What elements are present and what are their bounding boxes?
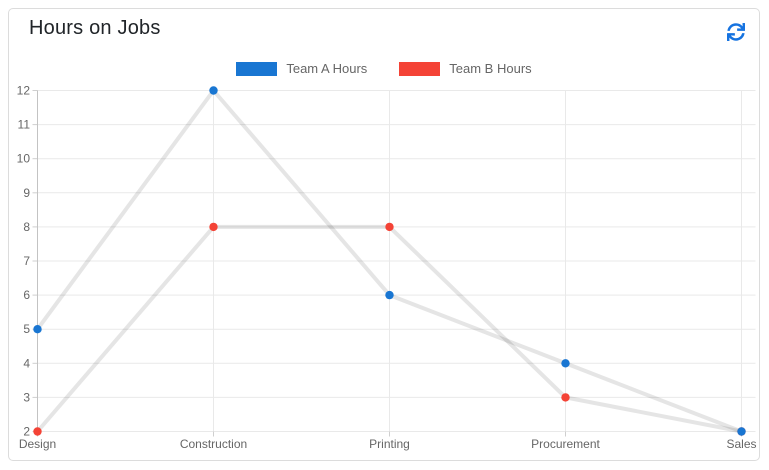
y-tick-label: 3 [23,390,30,404]
legend-item-team-b-hours[interactable]: Team B Hours [399,61,532,76]
y-tick-label: 8 [23,220,30,234]
chart-legend: Team A Hours Team B Hours [8,61,760,76]
sync-icon [727,22,745,44]
hours-on-jobs-card [8,8,760,461]
x-tick-label: Procurement [531,437,600,451]
line-chart-canvas: 2 3 4 5 6 7 8 9 10 11 12 Design Construction Printing… [17,84,757,452]
y-tick-label: 4 [23,356,30,370]
y-tick-label: 11 [18,118,31,132]
data-point-team-a-hours-design[interactable] [33,325,42,334]
x-tick-label: Printing [369,437,410,451]
y-tick-label: 12 [17,84,31,98]
y-tick-label: 2 [23,425,30,439]
y-tick-label: 6 [23,288,30,302]
y-tick-label: 5 [23,322,30,336]
legend-item-team-a-hours[interactable]: Team A Hours [236,61,367,76]
y-tick-label: 7 [23,254,30,268]
data-point-team-a-hours-printing[interactable] [385,290,394,300]
legend-swatch [399,61,441,76]
legend-label: Team B Hours [449,61,532,76]
legend-label: Team A Hours [286,61,368,76]
data-point-team-b-hours-procurement[interactable] [561,393,570,402]
legend-swatch [236,61,278,76]
refresh-button[interactable] [721,19,751,47]
data-point-team-a-hours-procurement[interactable] [561,359,570,368]
y-tick-label: 10 [17,152,31,166]
data-point-team-a-hours-sales[interactable] [737,427,746,436]
data-point-team-b-hours-construction[interactable] [209,222,218,232]
x-tick-label: Design [19,437,56,451]
page-title: Hours on Jobs [29,17,161,39]
x-tick-label: Sales [726,437,756,451]
data-point-team-b-hours-design[interactable] [33,427,42,436]
data-point-team-b-hours-printing[interactable] [385,222,394,232]
x-tick-label: Construction [180,437,247,451]
data-point-team-a-hours-construction[interactable] [209,86,218,95]
y-tick-label: 9 [23,186,30,200]
